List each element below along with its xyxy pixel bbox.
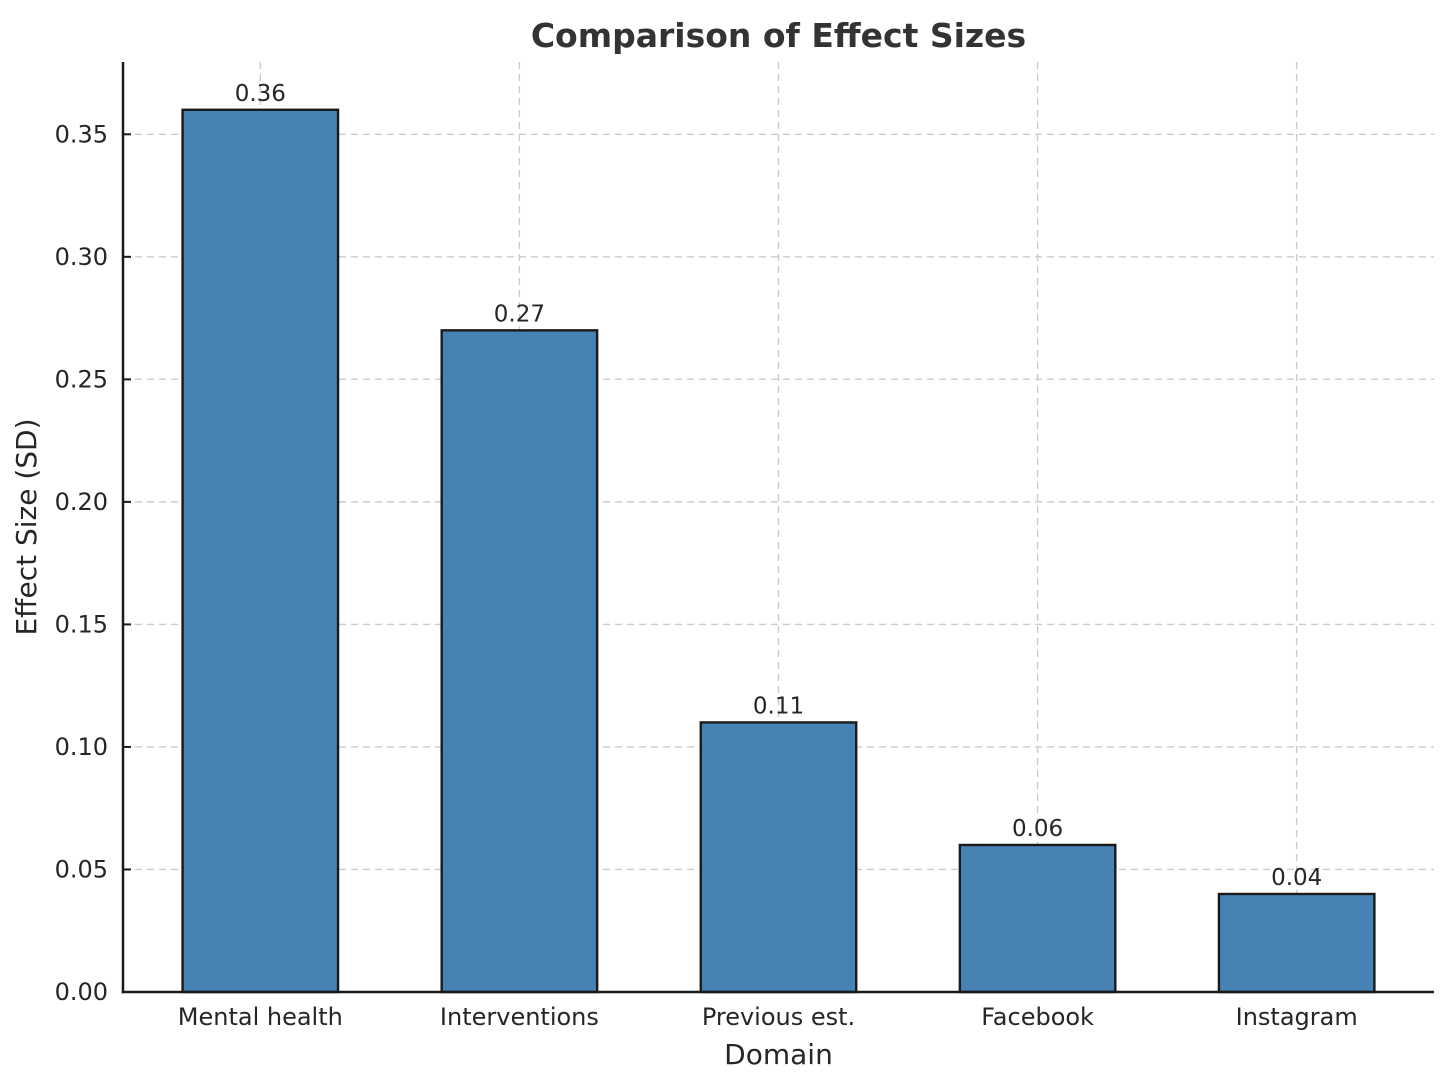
- x-tick-label: Instagram: [1236, 1003, 1358, 1031]
- bar-value-label: 0.04: [1271, 865, 1322, 891]
- bar-4: [1217, 892, 1376, 994]
- y-tick-label: 0.25: [55, 365, 108, 393]
- y-tick-label: 0.10: [55, 733, 108, 761]
- x-tick-label: Facebook: [981, 1003, 1094, 1031]
- x-tick-label: Mental health: [178, 1003, 343, 1031]
- y-tick-label: 0.20: [55, 488, 108, 516]
- x-tick-label: Interventions: [440, 1003, 599, 1031]
- y-tick-label: 0.15: [55, 610, 108, 638]
- y-tick-label: 0.05: [55, 855, 108, 883]
- y-tick-label: 0.30: [55, 243, 108, 271]
- bar-2: [699, 721, 858, 994]
- bar-value-label: 0.36: [235, 81, 286, 107]
- x-axis-label: Domain: [724, 1038, 833, 1071]
- bar-value-label: 0.06: [1012, 816, 1063, 842]
- bar-1: [440, 329, 599, 994]
- bar-value-label: 0.11: [753, 693, 804, 719]
- bar-value-label: 0.27: [494, 301, 545, 327]
- x-tick-label: Previous est.: [702, 1003, 855, 1031]
- bar-3: [958, 843, 1117, 994]
- y-tick-label: 0.00: [55, 978, 108, 1006]
- y-axis-label: Effect Size (SD): [10, 418, 43, 635]
- bar-0: [181, 108, 340, 994]
- chart-title: Comparison of Effect Sizes: [531, 16, 1026, 55]
- y-tick-label: 0.35: [55, 120, 108, 148]
